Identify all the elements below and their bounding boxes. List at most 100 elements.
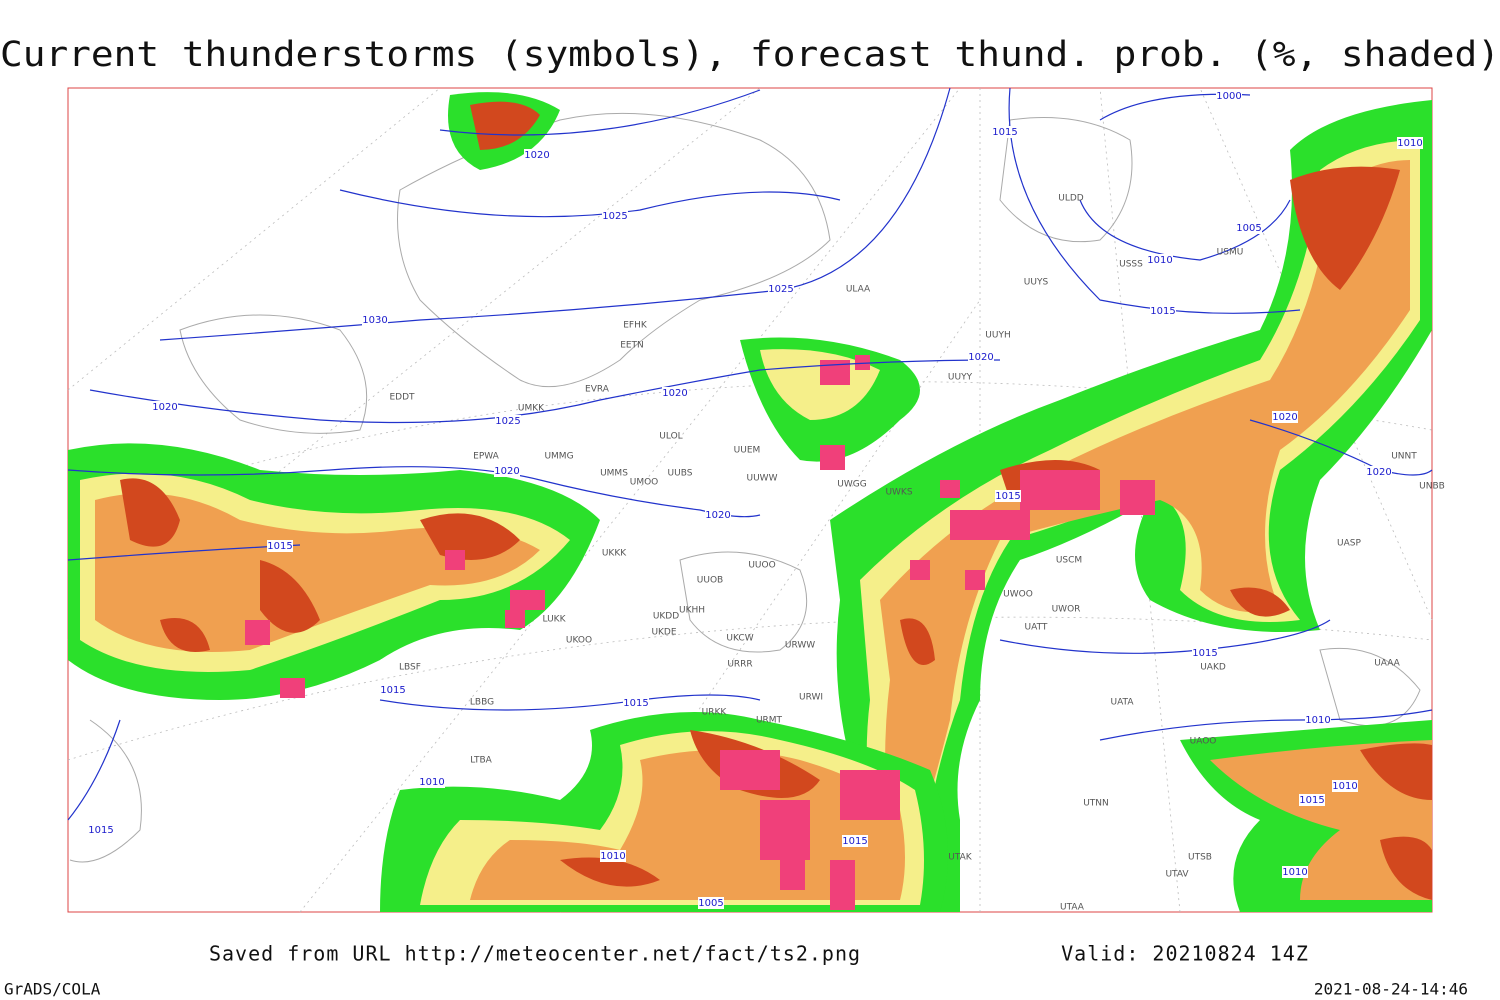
station-code: UKCW	[726, 634, 753, 644]
isobar-label: 1015	[267, 541, 292, 552]
station-code: UATA	[1110, 698, 1134, 708]
timestamp: 2021-08-24-14:46	[1314, 980, 1468, 999]
station-code: LTBA	[470, 756, 492, 766]
isobar-label: 1010	[1147, 255, 1172, 266]
station-code: LUKK	[543, 615, 567, 625]
isobar-label: 1015	[1150, 306, 1175, 317]
isobar-label-bg	[662, 387, 688, 399]
station-code: UKHH	[679, 606, 705, 616]
station-code: UAOO	[1190, 737, 1217, 747]
isobar-label-bg	[362, 314, 388, 326]
isobar-label-bg	[1147, 254, 1173, 266]
station-code: UTNN	[1083, 799, 1109, 809]
isobar-label-bg	[494, 465, 520, 477]
isobar-label-bg	[968, 351, 994, 363]
station-code: UUOB	[697, 576, 723, 586]
isobar-label-bg	[1192, 647, 1218, 659]
isobar-label-bg	[380, 684, 406, 696]
isobar-label: 1010	[419, 777, 444, 788]
isobar-label-bg	[1216, 90, 1242, 102]
station-code: UKDE	[651, 628, 676, 638]
isobar-label: 1015	[88, 825, 113, 836]
station-code: USCM	[1056, 556, 1082, 566]
isobar-label-bg	[842, 835, 868, 847]
isobar-label: 1020	[968, 352, 993, 363]
station-code: URWI	[799, 693, 823, 703]
isobar-label: 1010	[1282, 867, 1307, 878]
station-code: EFHK	[623, 321, 648, 331]
isobar-label: 1025	[768, 284, 793, 295]
isobar-label: 1010	[1397, 138, 1422, 149]
station-code: EDDT	[389, 393, 415, 403]
station-code: UNNT	[1391, 452, 1417, 462]
valid-time: Valid: 20210824 14Z	[1061, 942, 1309, 966]
station-code: EVRA	[585, 385, 610, 395]
station-code: UKDD	[653, 612, 679, 622]
source-url: Saved from URL http://meteocenter.net/fa…	[209, 942, 861, 966]
station-code: UTSB	[1188, 853, 1212, 863]
station-code: UUWW	[747, 474, 778, 484]
station-code: UUOO	[748, 561, 775, 571]
station-code: UNBB	[1419, 482, 1445, 492]
isobar-label-bg	[1299, 794, 1325, 806]
isobar-label-bg	[768, 283, 794, 295]
isobar-label: 1000	[1216, 91, 1241, 102]
isobar-label: 1030	[362, 315, 387, 326]
isobar-label: 1025	[602, 211, 627, 222]
isobar-label-bg	[1397, 137, 1423, 149]
station-code: UMMG	[544, 452, 573, 462]
isobar-label: 1015	[380, 685, 405, 696]
isobar-label-bg	[1150, 305, 1176, 317]
station-code: USSS	[1119, 260, 1143, 270]
station-code: UTAA	[1060, 903, 1085, 913]
station-code: UWKS	[885, 488, 912, 498]
isobar-label-bg	[88, 824, 114, 836]
isobar-label: 1010	[600, 851, 625, 862]
station-code: UUYY	[948, 373, 973, 383]
station-code: ULAA	[846, 285, 871, 295]
isobar-label-bg	[992, 126, 1018, 138]
station-code: UUEM	[734, 446, 761, 456]
station-code: UMOO	[630, 478, 659, 488]
station-code: URRR	[727, 660, 752, 670]
isobar-label: 1010	[1332, 781, 1357, 792]
station-code: URWW	[785, 641, 815, 651]
station-code: UAAA	[1374, 659, 1400, 669]
isobar-label-bg	[495, 415, 521, 427]
station-code: LBSF	[399, 663, 421, 673]
station-code: USMU	[1217, 248, 1244, 258]
station-code: UKOO	[566, 636, 592, 646]
software-label: GrADS/COLA	[4, 980, 101, 999]
isobar-label: 1020	[1272, 412, 1297, 423]
station-code: UTAV	[1165, 870, 1189, 880]
coastlines	[69, 112, 1421, 863]
station-code: UWGG	[837, 480, 866, 490]
station-code: UWOO	[1003, 590, 1033, 600]
isobar-label-bg	[1332, 780, 1358, 792]
isobar-label: 1005	[1236, 223, 1261, 234]
isobar-label-bg	[419, 776, 445, 788]
isobar-label-bg	[267, 540, 293, 552]
isobar-label-bg	[152, 401, 178, 413]
station-code: UUBS	[668, 469, 693, 479]
map-area: 1020 1025 1025 1030 1020 1025 1020 1020 1020 1015…	[67, 87, 1445, 913]
station-code: UATT	[1025, 623, 1048, 633]
station-code: LBBG	[470, 698, 494, 708]
station-code: UUYH	[985, 331, 1010, 341]
isobar-label-bg	[623, 697, 649, 709]
isobar-label-bg	[1282, 866, 1308, 878]
station-code: ULOL	[659, 432, 682, 442]
station-code: UKKK	[602, 549, 627, 559]
isobar-label: 1020	[494, 466, 519, 477]
station-code: UAKD	[1200, 663, 1226, 673]
isobar-label-bg	[705, 509, 731, 521]
isobar-label: 1015	[842, 836, 867, 847]
station-code: UUYS	[1024, 278, 1049, 288]
isobar-label-bg	[600, 850, 626, 862]
station-code: EETN	[620, 341, 644, 351]
isobar-label: 1015	[1192, 648, 1217, 659]
station-code: UASP	[1337, 539, 1361, 549]
station-code: UMMS	[600, 469, 628, 479]
isobar-label: 1020	[1366, 467, 1391, 478]
